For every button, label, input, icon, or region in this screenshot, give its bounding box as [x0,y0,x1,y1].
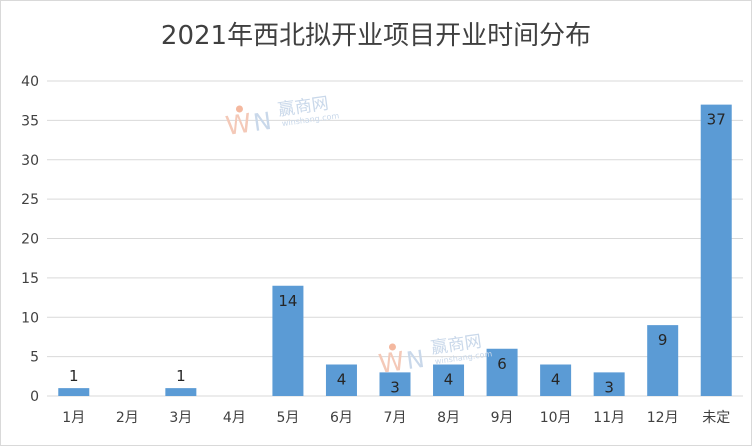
bar [165,388,197,396]
data-label: 14 [278,292,297,310]
bars [58,104,732,396]
y-tick-label: 15 [21,271,39,287]
y-tick-label: 20 [21,232,39,248]
watermark-w-icon: W [377,347,407,379]
x-tick-label: 12月 [647,410,679,426]
watermark-w-icon: W [224,109,254,141]
x-tick-label: 8月 [437,410,460,426]
x-tick-label: 9月 [491,410,514,426]
y-tick-label: 0 [30,389,39,405]
x-axis-ticks: 1月 2月 3月 4月 5月 6月 7月 8月 9月 10月 11月 12月 未定 [62,410,730,426]
data-label: 3 [604,378,614,396]
y-tick-label: 30 [21,153,39,169]
data-label: 4 [444,371,454,389]
data-label: 4 [551,371,561,389]
x-tick-label: 11月 [593,410,625,426]
x-tick-label: 7月 [384,410,407,426]
data-label: 1 [69,367,79,385]
bar [540,364,572,396]
data-label: 3 [390,378,400,396]
watermark-logo: W N 赢商网 winshang.com [377,332,493,379]
data-label: 37 [707,111,726,129]
y-axis-ticks: 0 5 10 15 20 25 30 35 40 [21,74,39,405]
data-label: 6 [497,355,507,373]
x-tick-label: 2月 [116,410,139,426]
y-tick-label: 25 [21,192,39,208]
bar [379,372,411,396]
y-tick-label: 10 [21,310,39,326]
x-tick-label: 3月 [169,410,192,426]
bar [593,372,625,396]
x-tick-label: 10月 [540,410,572,426]
x-tick-label: 5月 [276,410,299,426]
y-tick-label: 5 [30,350,39,366]
x-tick-label: 6月 [330,410,353,426]
bar [58,388,90,396]
data-label: 4 [337,371,347,389]
bar [325,364,357,396]
x-tick-label: 4月 [223,410,246,426]
data-label: 1 [176,367,186,385]
bar [486,348,518,396]
bar [647,325,679,396]
x-tick-label: 1月 [62,410,85,426]
gridlines [47,80,743,397]
data-label: 9 [658,331,668,349]
watermark-n-icon: N [405,345,427,375]
x-tick-label: 未定 [702,410,730,426]
watermark-dot-icon [235,105,243,113]
watermark-logo: W N 赢商网 winshang.com [224,94,340,141]
bar [700,104,732,396]
watermark-n-icon: N [252,107,274,137]
data-labels: 1 1 14 4 3 4 6 4 3 9 37 [69,111,726,397]
y-tick-label: 35 [21,113,39,129]
bar [272,285,304,396]
chart-title: 2021年西北拟开业项目开业时间分布 [160,21,592,51]
watermark-dot-icon [388,343,396,351]
bar [433,364,465,396]
y-tick-label: 40 [21,74,39,90]
